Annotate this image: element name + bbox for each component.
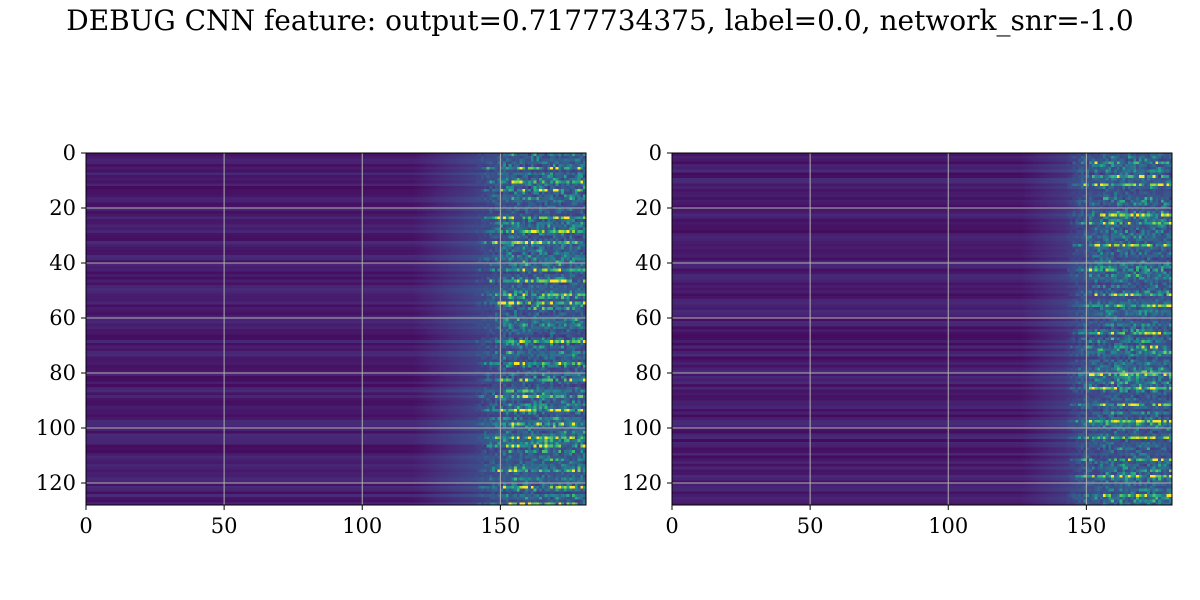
y-tick-label: 20 [635, 196, 662, 220]
y-tick-label: 60 [635, 306, 662, 330]
x-tick-label: 150 [1066, 514, 1106, 538]
y-tick-label: 40 [635, 251, 662, 275]
y-tick-label: 80 [635, 361, 662, 385]
y-tick-label: 120 [36, 471, 76, 495]
heatmap-panel-1: 0 50 100 150 0 20 40 60 80 100 120 [36, 141, 587, 538]
heatmap-image [86, 153, 586, 505]
y-tick-label: 60 [49, 306, 76, 330]
x-tick-label: 50 [211, 514, 238, 538]
axes-frame [671, 152, 1173, 506]
heatmap-panel-2: 0 50 100 150 0 20 40 60 80 100 120 [622, 141, 1173, 538]
y-tick-label: 40 [49, 251, 76, 275]
x-tick-label: 0 [665, 514, 678, 538]
figure-title: DEBUG CNN feature: output=0.7177734375, … [66, 4, 1134, 37]
x-tick-label: 100 [928, 514, 968, 538]
axes-frame [85, 152, 587, 506]
y-tick-label: 80 [49, 361, 76, 385]
x-tick-label: 100 [342, 514, 382, 538]
y-tick-label: 20 [49, 196, 76, 220]
y-tick-label: 100 [36, 416, 76, 440]
y-tick-label: 120 [622, 471, 662, 495]
x-tick-label: 50 [797, 514, 824, 538]
heatmap-image [672, 153, 1172, 505]
y-tick-label: 100 [622, 416, 662, 440]
y-tick-label: 0 [649, 141, 662, 165]
x-tick-label: 0 [79, 514, 92, 538]
y-tick-label: 0 [63, 141, 76, 165]
x-tick-label: 150 [480, 514, 520, 538]
